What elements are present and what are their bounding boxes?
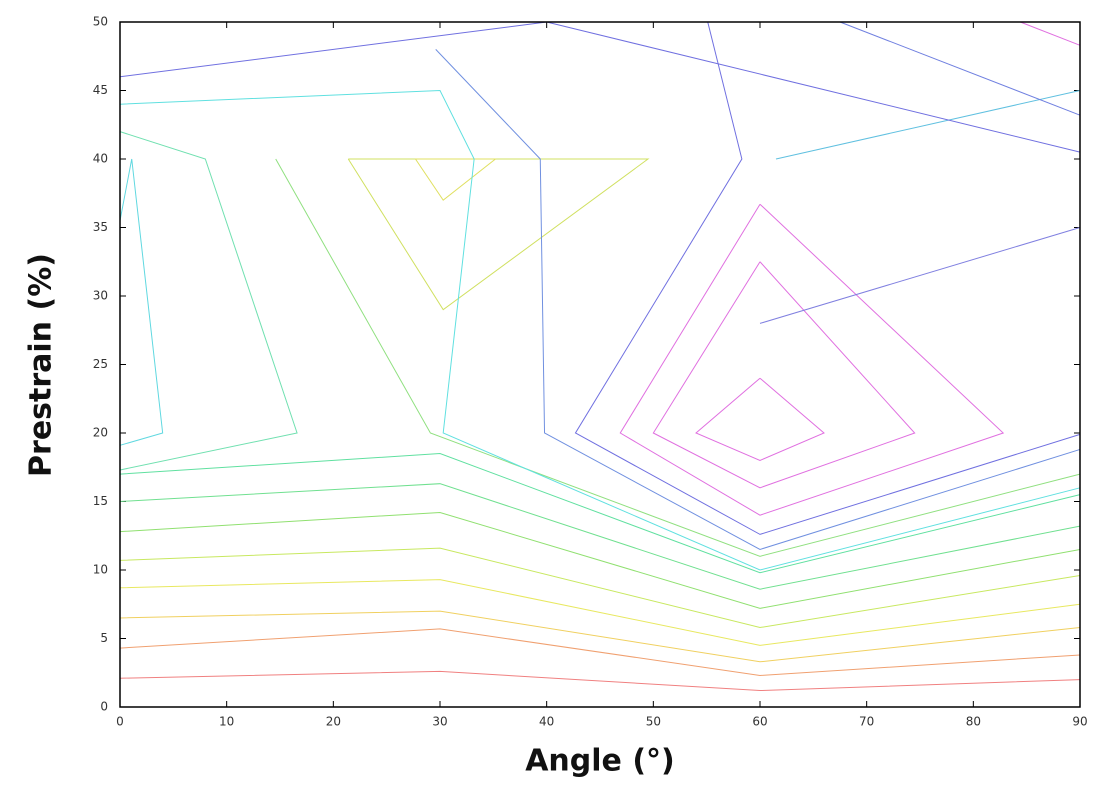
x-tick-label: 80 — [966, 715, 981, 729]
x-tick-label: 90 — [1072, 715, 1087, 729]
contour-line — [619, 203, 1005, 516]
contour-line — [695, 377, 825, 461]
x-tick-label: 40 — [539, 715, 554, 729]
y-tick-label: 50 — [93, 15, 108, 29]
y-tick-label: 10 — [93, 563, 108, 577]
y-tick-label: 5 — [100, 631, 108, 645]
contour-line — [119, 579, 1081, 646]
contour-line — [119, 21, 1081, 153]
contour-line — [119, 670, 1081, 692]
contour-line — [759, 227, 1081, 324]
contour-line — [119, 628, 1081, 676]
contour-line — [652, 261, 916, 489]
x-tick-label: 70 — [859, 715, 874, 729]
y-axis-title: Prestrain (%) — [24, 253, 59, 477]
contour-line — [415, 158, 497, 201]
y-tick-label: 25 — [93, 357, 108, 371]
contour-line — [775, 90, 1081, 160]
contour-line — [119, 610, 1081, 663]
contour-line — [119, 547, 1081, 629]
contour-line — [119, 483, 1081, 590]
y-tick-label: 0 — [100, 700, 108, 714]
x-tick-label: 30 — [432, 715, 447, 729]
contour-line — [119, 131, 298, 471]
contour-line — [119, 89, 1081, 571]
contour-line — [275, 158, 1081, 557]
x-tick-label: 20 — [326, 715, 341, 729]
contour-line — [119, 511, 1081, 609]
y-tick-label: 30 — [93, 289, 108, 303]
x-tick-label: 60 — [752, 715, 767, 729]
x-axis-title: Angle (°) — [525, 744, 675, 779]
contour-line — [347, 158, 650, 311]
y-tick-label: 40 — [93, 152, 108, 166]
contour-line — [574, 21, 1081, 535]
contour-line — [119, 158, 164, 446]
y-tick-label: 35 — [93, 220, 108, 234]
x-tick-label: 0 — [116, 715, 124, 729]
y-tick-label: 45 — [93, 83, 108, 97]
contour-line — [839, 21, 1081, 116]
contour-line — [119, 453, 1081, 574]
contour-line — [435, 49, 1081, 550]
x-tick-label: 10 — [219, 715, 234, 729]
x-tick-label: 50 — [646, 715, 661, 729]
y-tick-label: 20 — [93, 426, 108, 440]
plot-frame — [119, 21, 1081, 708]
contour-line — [1020, 21, 1081, 46]
y-tick-label: 15 — [93, 494, 108, 508]
